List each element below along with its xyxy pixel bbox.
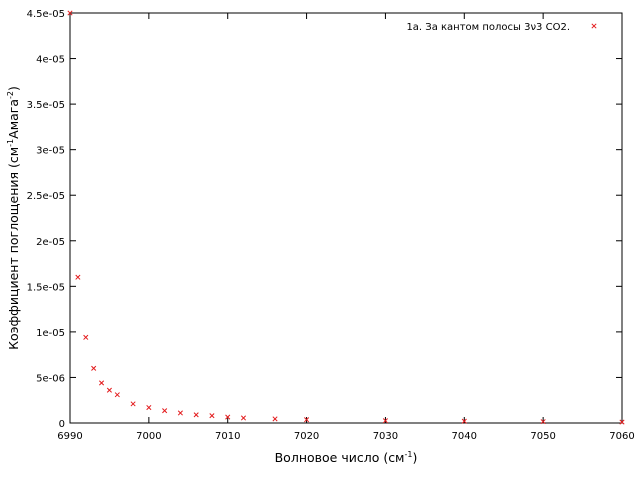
x-tick-label: 7010: [215, 431, 240, 442]
legend: 1a. За кантом полосы 3ν3 CO2.: [406, 22, 597, 33]
x-axis: 6990 7000 7010 7020 7030 7040 7050 7060: [57, 13, 635, 442]
plot-frame: [69, 12, 623, 424]
data-point: [162, 408, 168, 414]
data-point: [114, 392, 120, 398]
y-tick-label: 1e-05: [36, 328, 65, 339]
data-point: [209, 413, 215, 419]
data-point: [130, 401, 136, 407]
data-point: [461, 418, 467, 424]
x-tick-label: 7000: [136, 431, 161, 442]
data-point: [67, 10, 73, 16]
legend-label: 1a. За кантом полосы 3ν3 CO2.: [406, 22, 570, 33]
x-tick-label: 7040: [452, 431, 477, 442]
y-tick-label: 4e-05: [36, 55, 65, 66]
y-tick-label: 0: [59, 419, 65, 430]
data-point: [272, 416, 278, 422]
data-point: [382, 418, 388, 424]
data-point: [146, 404, 152, 411]
x-tick-label: 7030: [373, 431, 398, 442]
y-tick-label: 1.5e-05: [27, 282, 65, 293]
data-point: [240, 415, 247, 421]
data-points: [67, 10, 625, 425]
x-tick-label: 7020: [294, 431, 319, 442]
y-tick-label: 2.5e-05: [27, 191, 65, 202]
x-axis-title: Волновое число (см-1): [275, 450, 418, 465]
data-point: [75, 274, 81, 280]
data-point: [619, 419, 625, 425]
x-tick-label: 7050: [530, 431, 555, 442]
data-point: [193, 412, 199, 418]
y-tick-label: 5e-06: [36, 373, 65, 384]
data-point: [83, 334, 89, 340]
x-tick-label: 6990: [57, 431, 82, 442]
data-point: [304, 417, 310, 423]
data-point: [98, 380, 105, 386]
y-tick-label: 3.5e-05: [27, 100, 65, 111]
data-point: [177, 410, 183, 416]
y-axis-title: Коэффициент поглощения (см-1Амага-2): [6, 86, 21, 350]
legend-marker-symbol: [591, 23, 597, 29]
data-point: [540, 419, 546, 425]
y-tick-label: 2e-05: [36, 237, 65, 248]
data-point: [225, 414, 231, 420]
x-tick-label: 7060: [609, 431, 634, 442]
y-tick-label: 4.5e-05: [27, 9, 65, 20]
y-axis: 0 5e-06 1e-05 1.5e-05 2e-05 2.5e-05 3e-05 3.5e-…: [27, 9, 622, 430]
data-point: [91, 365, 97, 371]
y-tick-label: 3e-05: [36, 146, 65, 157]
legend-marker: [591, 23, 597, 29]
data-point: [106, 387, 112, 393]
